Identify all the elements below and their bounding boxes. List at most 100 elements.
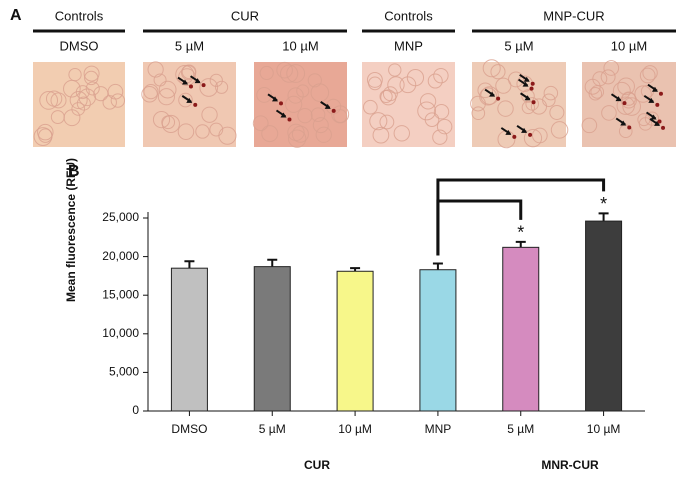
arrow-head [194, 78, 201, 84]
cell [427, 73, 443, 89]
cell [433, 67, 449, 84]
group-label: MNR-CUR [541, 458, 599, 472]
stained-cell [657, 119, 662, 124]
arrow-head [489, 91, 496, 97]
cell [152, 111, 171, 129]
arrow-head [522, 81, 529, 87]
arrow-head [650, 114, 657, 120]
cell [287, 123, 305, 142]
cell [622, 97, 641, 116]
cell [209, 73, 223, 87]
cell [639, 67, 656, 84]
cell [110, 93, 126, 108]
cell [297, 107, 313, 124]
bar [253, 266, 291, 412]
panel-label: A [10, 7, 22, 24]
cell [549, 104, 565, 120]
cell [178, 92, 193, 108]
stained-cell [496, 96, 501, 101]
cell [603, 60, 620, 76]
group-header: Controls [384, 8, 433, 23]
cell [161, 114, 180, 134]
cell [363, 99, 378, 115]
panel-label: B [68, 163, 80, 180]
cell [63, 109, 81, 127]
arrow-head [186, 97, 193, 103]
cell [287, 87, 304, 104]
cell [177, 123, 195, 140]
cell [523, 129, 543, 148]
x-tick-label: MNP [425, 422, 452, 436]
cell [550, 121, 569, 139]
error-bar [515, 240, 526, 248]
group-header: Controls [55, 8, 104, 23]
arrow-head [505, 129, 512, 135]
cell [209, 122, 224, 137]
stained-cell [287, 117, 292, 122]
cell [372, 126, 390, 144]
arrow-head [521, 127, 528, 133]
condition-label: 5 µM [175, 38, 204, 53]
error-bar [267, 258, 278, 267]
group-label: CUR [304, 458, 330, 472]
cell [107, 83, 124, 100]
cell [180, 65, 197, 81]
cell [201, 106, 218, 123]
condition-label: 10 µM [611, 38, 647, 53]
cell [76, 96, 91, 111]
cell [433, 104, 450, 120]
cell [620, 92, 637, 109]
cell [617, 77, 635, 96]
cell [638, 117, 653, 131]
cell [215, 80, 229, 94]
group-header: CUR [231, 8, 259, 23]
arrow-head [324, 103, 331, 109]
cell [39, 91, 59, 110]
cell [147, 61, 164, 78]
cell [388, 63, 402, 77]
group-header: MNP-CUR [543, 8, 604, 23]
cell [379, 89, 393, 104]
cell [542, 93, 556, 107]
cell [286, 64, 306, 83]
y-tick-label: 25,000 [102, 210, 139, 224]
arrow-head [651, 86, 658, 92]
cell [315, 126, 332, 143]
bar [336, 270, 374, 412]
stained-cell [661, 125, 666, 130]
cell [366, 71, 383, 88]
cell [497, 100, 514, 117]
cell [399, 76, 417, 94]
stained-cell [528, 132, 533, 137]
cell [642, 65, 658, 81]
cell [521, 100, 536, 115]
bar [170, 267, 208, 412]
cell [45, 90, 63, 107]
cell [588, 86, 603, 101]
cell [261, 125, 279, 143]
x-tick-label: 10 µM [587, 422, 621, 436]
condition-label: MNP [394, 38, 423, 53]
x-tick-label: DMSO [171, 422, 207, 436]
arrow-head [280, 112, 287, 118]
cell [158, 80, 177, 99]
error-bar [184, 260, 195, 269]
error-bar [350, 267, 361, 272]
cell [83, 65, 100, 82]
arrow-head [654, 120, 661, 126]
stained-cell [529, 86, 534, 91]
cell [69, 91, 88, 110]
cell [37, 123, 54, 141]
arrow-head [523, 76, 530, 82]
cell [287, 129, 307, 148]
cell [256, 87, 273, 103]
condition-label: DMSO [60, 38, 99, 53]
cell [279, 64, 299, 83]
y-tick-label: 10,000 [102, 326, 139, 340]
cell [490, 64, 506, 80]
stained-cell [193, 102, 198, 107]
stained-cell [658, 91, 663, 96]
micrograph [33, 62, 125, 147]
error-bar [598, 212, 609, 222]
